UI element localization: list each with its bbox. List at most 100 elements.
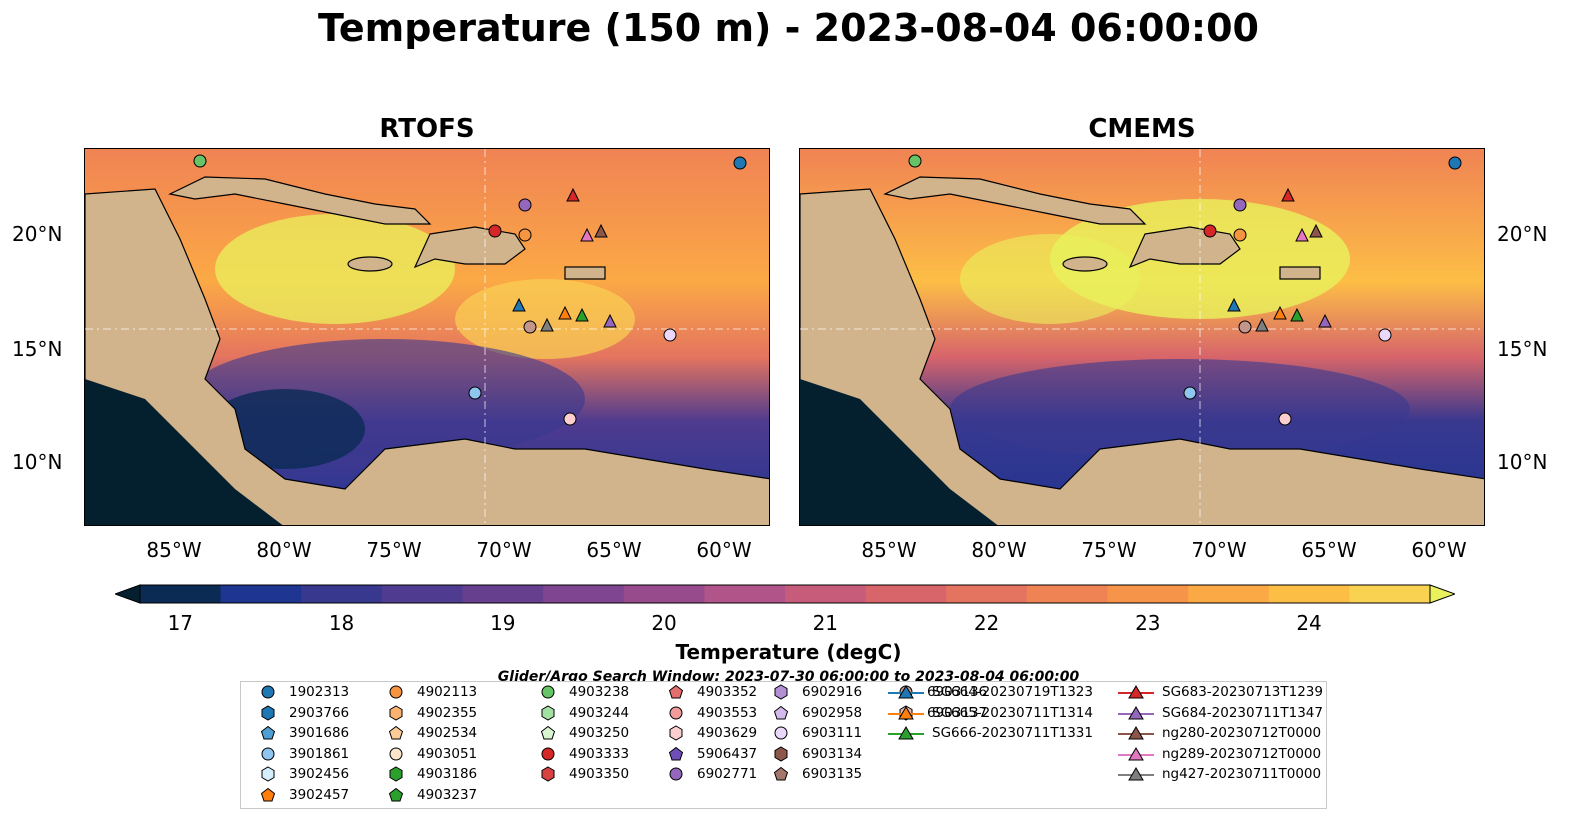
legend-entry: 4903186: [381, 766, 477, 782]
argo-marker: [1233, 198, 1247, 212]
argo-marker: [523, 320, 537, 334]
warm-core: [215, 214, 455, 324]
argo-marker: [1278, 412, 1292, 426]
pentagon-icon: [766, 766, 802, 782]
argo-marker: [468, 386, 482, 400]
legend-entry: 3901686: [253, 725, 349, 741]
circle-icon: [766, 725, 802, 741]
glider-marker: [512, 297, 526, 312]
legend-entry: 6902916: [766, 684, 862, 700]
colorbar-tick-label: 19: [490, 611, 516, 635]
lon-tick-label: 75°W: [366, 538, 422, 562]
legend-label: 6903137: [927, 704, 988, 721]
legend-label: ng289-20230712T0000: [1162, 745, 1322, 762]
legend-label: SG664-20230719T1323: [932, 684, 1093, 700]
circle-icon: [253, 684, 289, 700]
circle-icon: [381, 684, 417, 700]
legend-entry: 6903134: [766, 746, 862, 762]
circle-icon: [253, 746, 289, 762]
legend-entry: 4903250: [533, 725, 629, 741]
legend-entry: 4902113: [381, 684, 477, 700]
cool-band: [950, 359, 1410, 459]
colorbar-frame: [139, 584, 1431, 604]
lat-tick-label: 20°N: [12, 222, 63, 246]
legend-label: 4903051: [417, 745, 478, 762]
colorbar-bin: [1188, 585, 1270, 603]
legend-entry: 3901861: [253, 746, 349, 762]
glider-marker: [1290, 307, 1304, 322]
legend-label: 4903186: [417, 766, 478, 783]
profile-markers: [908, 154, 1462, 426]
lon-tick-label: 80°W: [971, 538, 1027, 562]
colorbar-bin: [865, 585, 947, 603]
legend-label: 6903135: [802, 766, 863, 783]
triangle-icon: [886, 725, 932, 741]
legend-entry: 4903238: [533, 684, 629, 700]
legend: 1902313 2903766 3901686 3901861 3902456 39024…: [240, 681, 1327, 809]
colorbar-tick-label: 18: [328, 611, 355, 635]
legend-label: 3901861: [289, 745, 350, 762]
colorbar-extend-high: [1429, 584, 1455, 604]
pacific-deep: [85, 379, 283, 525]
map-panel-cmems: [799, 148, 1485, 526]
argo-marker: [733, 156, 747, 170]
legend-entry: 6902958: [766, 705, 862, 721]
argo-marker: [563, 412, 577, 426]
hexagon-icon: [533, 705, 569, 721]
triangle-icon: [886, 705, 932, 721]
circle-icon: [661, 766, 697, 782]
colorbar-bin: [785, 585, 867, 603]
circle-icon: [661, 705, 697, 721]
hexagon-icon: [766, 684, 802, 700]
pentagon-icon: [766, 705, 802, 721]
pentagon-icon: [253, 725, 289, 741]
legend-entry: 4903051: [381, 746, 477, 762]
figure-title: Temperature (150 m) - 2023-08-04 06:00:0…: [317, 6, 1259, 50]
legend-label: 4902113: [417, 684, 478, 700]
colorbar-bin: [946, 585, 1028, 603]
warm-core: [455, 279, 635, 359]
panel-title-rtofs: RTOFS: [379, 114, 475, 144]
legend-label: 6902916: [802, 684, 863, 700]
hexagon-icon: [381, 766, 417, 782]
legend-label: SG683-20230713T1239: [1162, 684, 1323, 700]
legend-label: 6902771: [697, 766, 758, 783]
legend-entry: 4903237: [381, 787, 477, 803]
argo-marker: [1378, 328, 1392, 342]
legend-label: 4902534: [417, 725, 478, 742]
colorbar-bin: [1026, 585, 1108, 603]
lon-tick-label: 60°W: [696, 538, 752, 562]
legend-entry: SG684-20230711T1347: [1116, 705, 1323, 721]
colorbar-bin: [301, 585, 383, 603]
argo-marker: [1448, 156, 1462, 170]
legend-entry: SG666-20230711T1331: [886, 725, 1093, 741]
legend-label: 4903333: [569, 745, 630, 762]
legend-entry: 6903135: [766, 766, 862, 782]
colorbar-tick-label: 20: [651, 611, 677, 635]
legend-entry: 2903766: [253, 705, 349, 721]
argo-marker: [193, 154, 207, 168]
legend-label: 4903553: [697, 704, 758, 721]
legend-entry: 4902534: [381, 725, 477, 741]
legend-label: 6903136: [927, 684, 988, 700]
legend-label: 3902457: [289, 787, 350, 803]
glider-marker: [1295, 227, 1309, 242]
legend-entry: 4903333: [533, 746, 629, 762]
triangle-icon: [1116, 684, 1162, 700]
glider-marker: [1273, 305, 1287, 320]
legend-entry: SG665-20230711T1314: [886, 705, 1093, 721]
legend-label: 6903134: [802, 745, 863, 762]
legend-entry: 6903111: [766, 725, 862, 741]
lon-tick-label: 80°W: [256, 538, 312, 562]
legend-label: 5906437: [697, 745, 758, 762]
triangle-icon: [886, 684, 932, 700]
argo-marker: [488, 224, 502, 238]
circle-icon: [381, 746, 417, 762]
cuba-land: [168, 176, 432, 225]
glider-marker: [1255, 317, 1269, 332]
lon-tick-label: 75°W: [1081, 538, 1137, 562]
colorbar-bin: [1268, 585, 1350, 603]
triangle-icon: [1116, 766, 1162, 782]
legend-entry: 6902771: [661, 766, 757, 782]
jamaica-land: [347, 256, 393, 272]
